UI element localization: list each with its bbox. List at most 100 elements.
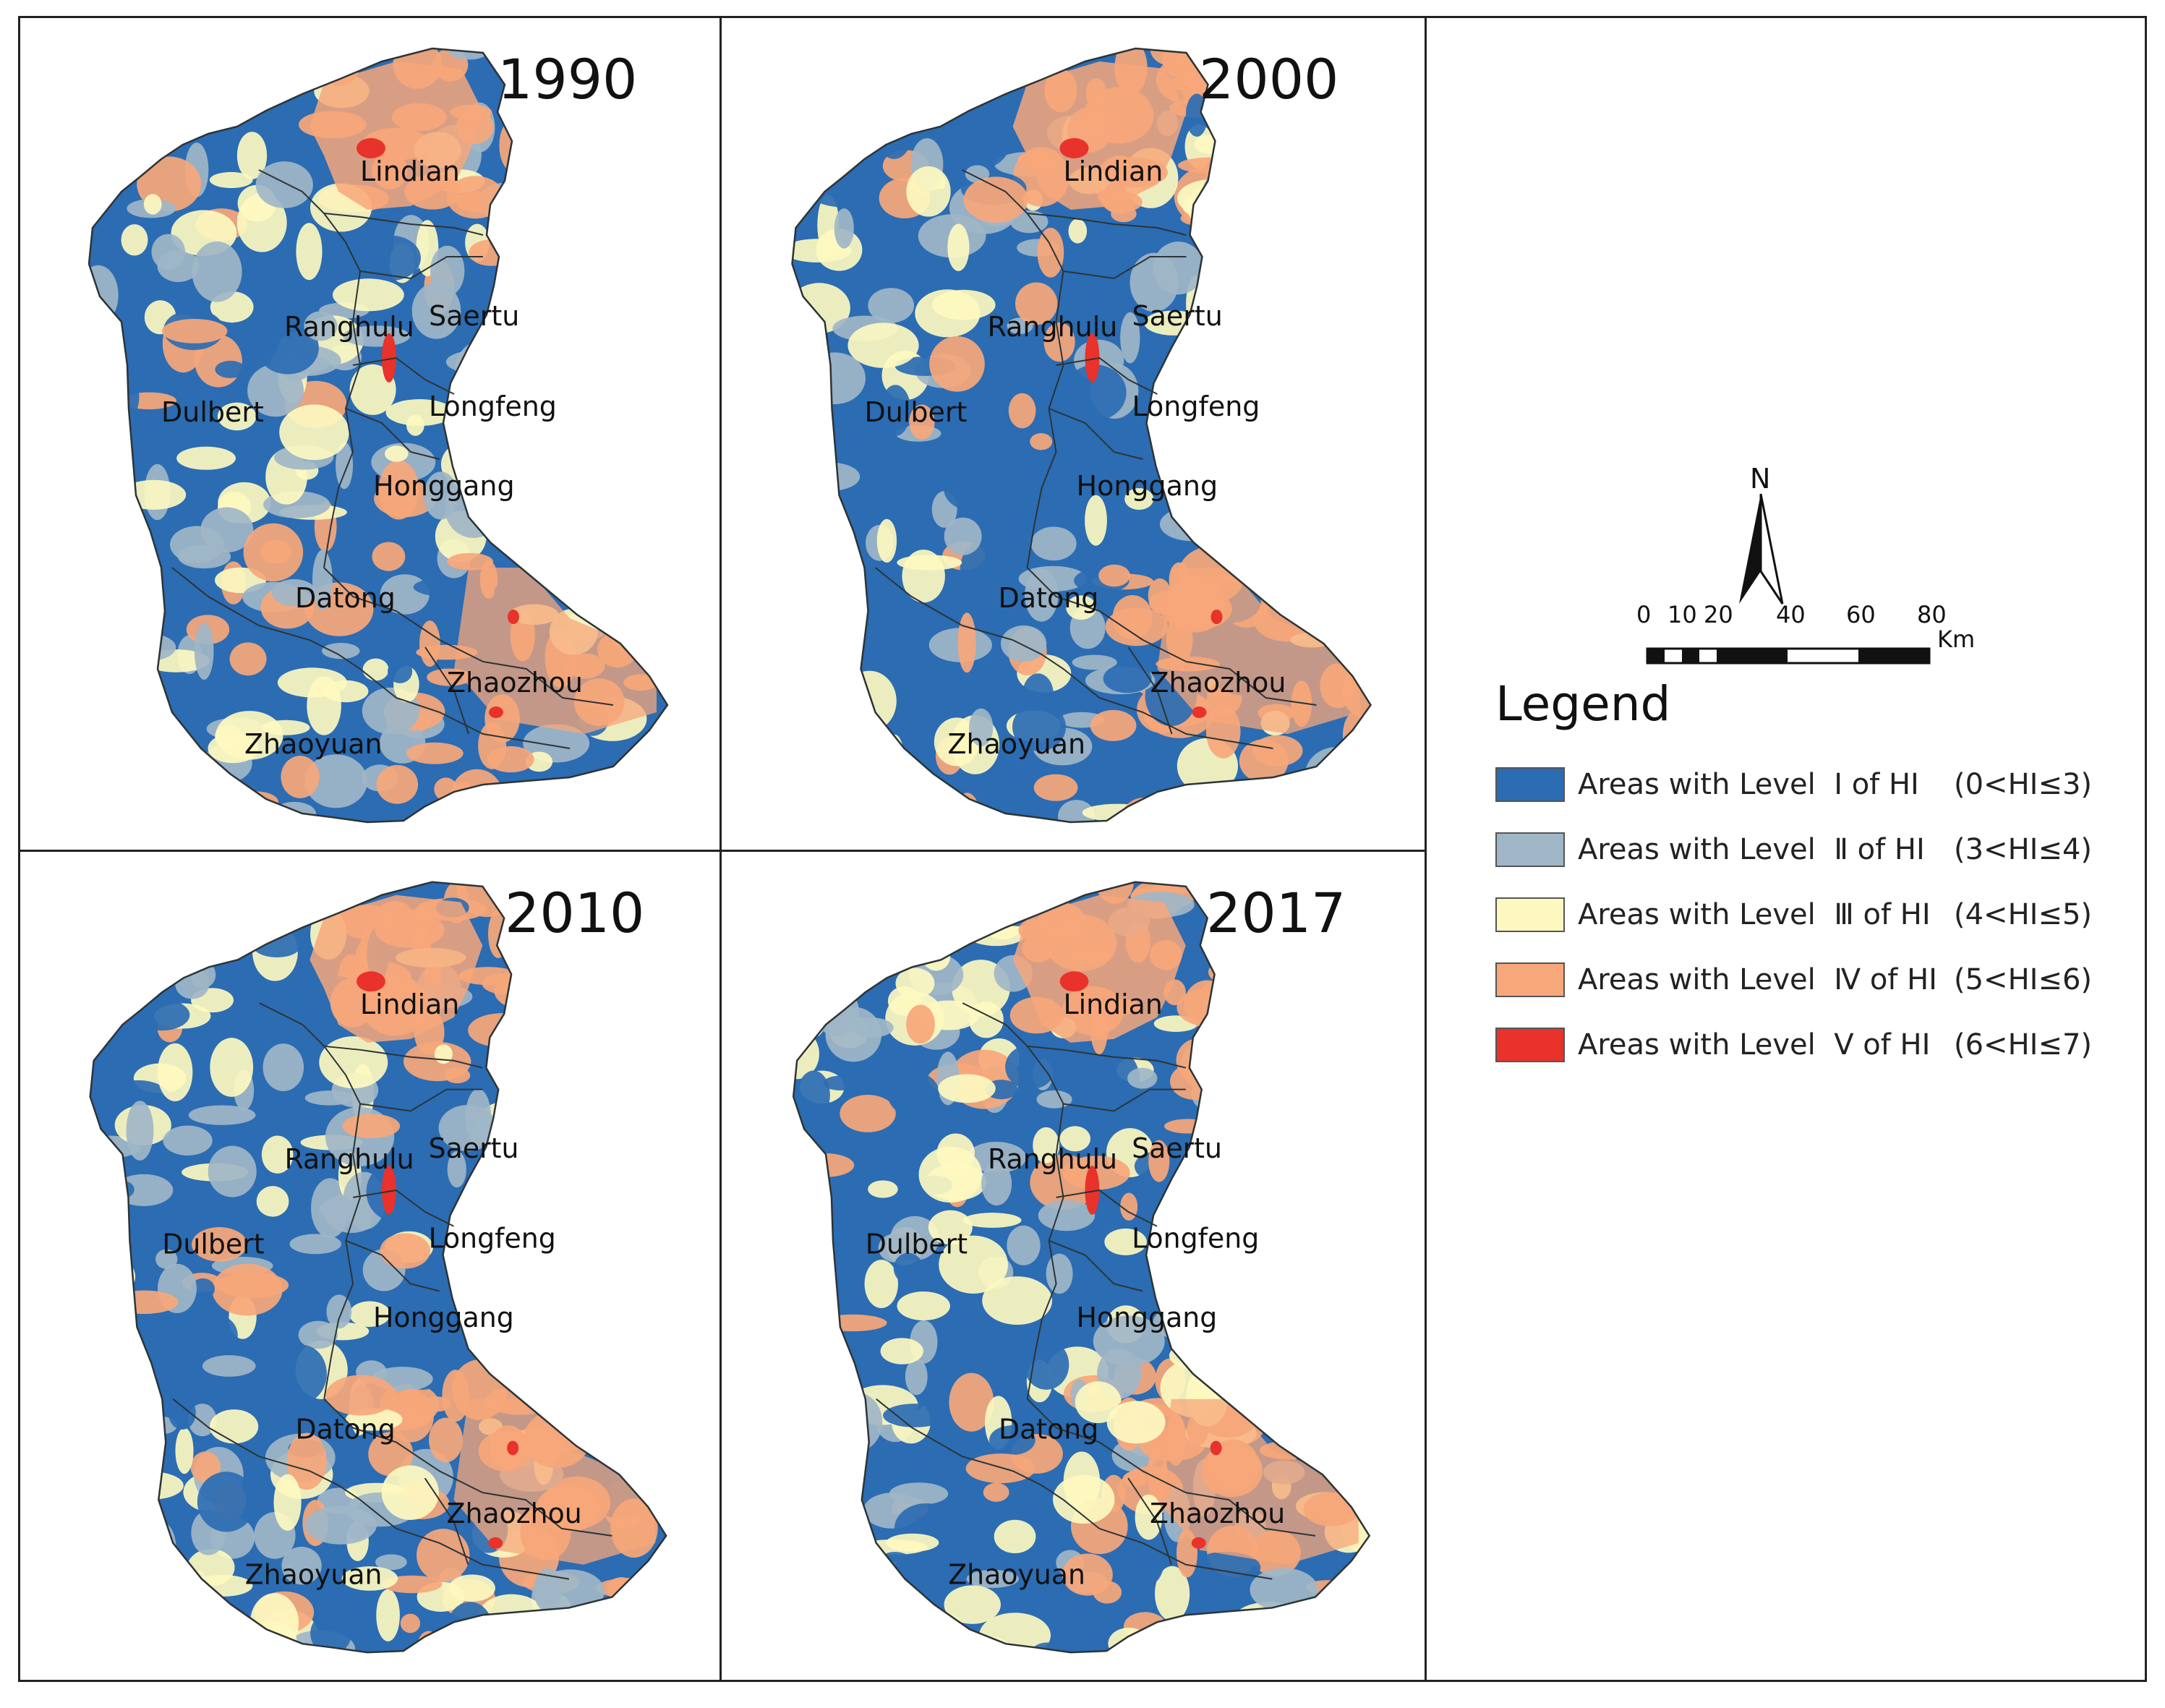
hazard-patch [1252,375,1320,395]
hazard-patch [1320,264,1371,310]
map-panel-1990: Lindian Ranghulu Saertu Longfeng Dulbert Hong… [20,18,719,850]
place-label-lindian: Lindian [360,988,459,1020]
hazard-patch [640,386,667,426]
hazard-patch [1068,218,1088,244]
hazard-patch [1328,1401,1370,1456]
region-outline [87,47,669,824]
hazard-patch [1252,735,1303,767]
place-label-honggang: Honggang [1077,470,1218,502]
hazard-patch [1099,1051,1140,1112]
hazard-patch [89,700,106,757]
hazard-patch [832,799,898,822]
hazard-patch [1323,1179,1359,1197]
hazard-patch [1075,1381,1122,1424]
hazard-patch [819,881,874,913]
place-label-dulbert: Dulbert [162,1229,264,1260]
hazard-patch [161,914,231,947]
place-label-datong: Datong [999,582,1099,614]
hazard-patch [897,555,962,571]
hazard-patch [447,1150,466,1188]
legend-label: Areas with Level Ⅳ of HI [1578,963,1937,996]
hazard-patch [1033,1127,1060,1163]
hazard-patch [645,601,667,643]
hazard-patch [1239,116,1286,153]
divider-vertical-1 [719,18,722,1680]
place-label-saertu: Saertu [429,1132,519,1164]
place-label-longfeng: Longfeng [429,1223,556,1255]
hazard-patch [815,785,840,807]
hazard-patch [1297,381,1345,418]
hazard-patch [1098,564,1130,587]
district-boundary [962,625,1273,749]
hazard-patch [1340,1085,1370,1121]
hazard-hotspot [507,1440,519,1456]
hazard-patch [400,1613,421,1634]
hazard-patch [510,352,581,393]
hazard-patch [792,495,821,550]
hazard-patch [646,591,667,613]
hazard-patch [325,1375,396,1416]
hazard-patch [1361,1587,1370,1603]
hazard-patch [957,612,976,673]
hazard-patch [1271,1213,1300,1251]
place-label-ranghulu: Ranghulu [988,311,1118,343]
hazard-patch [122,707,164,738]
year-label-2000: 2000 [1199,47,1339,111]
hazard-patch [804,352,866,404]
hazard-patch [176,446,236,470]
hazard-patch [215,774,256,819]
hazard-patch [342,1114,401,1139]
hazard-patch [257,66,306,86]
hazard-patch [516,1084,560,1111]
hazard-patch [658,425,667,484]
district-boundary [962,169,1187,236]
hazard-patch [897,1291,950,1320]
hazard-patch [376,1589,400,1641]
hazard-patch [1171,1175,1201,1214]
hazard-hotspot [1191,1537,1206,1549]
lindian-high-zone [1012,61,1187,210]
hazard-patch [947,223,970,271]
hazard-patch [161,319,228,343]
hazard-patch [89,265,119,325]
legend-title: Legend [1495,676,1671,732]
hazard-patch [438,1104,498,1151]
district-boundary [345,408,440,460]
hazard-patch [1354,476,1371,511]
hazard-patch [329,48,351,61]
hazard-patch [1328,275,1357,294]
scale-tick-10: 10 [1667,601,1697,628]
hazard-patch [880,1338,923,1365]
hazard-patch [793,1596,829,1651]
hazard-patch [1265,1119,1291,1153]
hazard-patch [1254,1119,1297,1173]
hazard-patch [613,1007,655,1031]
hazard-patch [98,1534,136,1592]
district-boundary [1127,1477,1172,1566]
hazard-patch [1226,1314,1281,1335]
hazard-patch [450,769,503,821]
hazard-patch [876,1552,914,1576]
hazard-patch [216,1272,289,1298]
hazard-patch [1348,578,1371,603]
map-panel-2000: Lindian Ranghulu Saertu Longfeng Dulbert Hong… [722,18,1425,850]
hazard-patch [1170,1062,1221,1101]
legend-range: (5<HI≤6) [1954,963,2093,996]
hazard-patch [852,48,913,66]
hazard-patch [928,1210,973,1245]
legend-range: (3<HI≤4) [1954,833,2093,866]
hazard-patch [831,48,902,88]
hazard-patch [944,466,1009,512]
hazard-patch [642,810,667,822]
hazard-patch [194,1008,264,1040]
hazard-patch [1289,356,1349,403]
hazard-patch [1349,478,1371,501]
hazard-hotspot [1059,138,1089,158]
legend-item-level-5: Areas with Level Ⅴ of HI (6<HI≤7) [1495,1023,2092,1067]
hazard-patch [1350,1183,1370,1198]
hazard-patch [368,1432,414,1477]
place-label-zhaozhou: Zhaozhou [447,1498,582,1529]
hazard-patch [236,48,300,101]
hazard-patch [497,260,566,293]
hazard-patch [1181,370,1247,388]
